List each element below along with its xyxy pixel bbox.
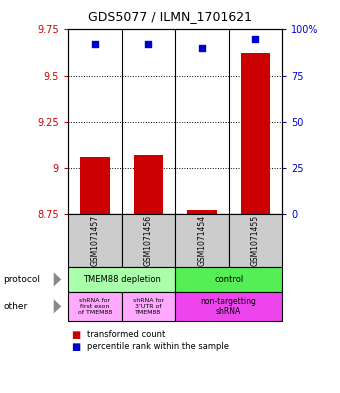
Text: percentile rank within the sample: percentile rank within the sample [87,342,229,351]
Bar [134,155,163,214]
Point [253,35,258,42]
Point [199,45,205,51]
Text: shRNA for
first exon
of TMEM88: shRNA for first exon of TMEM88 [78,298,112,315]
Text: GDS5077 / ILMN_1701621: GDS5077 / ILMN_1701621 [88,10,252,23]
Text: non-targetting
shRNA: non-targetting shRNA [201,297,257,316]
Text: protocol: protocol [3,275,40,284]
Text: GSM1071457: GSM1071457 [90,215,99,266]
Text: transformed count: transformed count [87,331,165,339]
Text: shRNA for
3'UTR of
TMEM88: shRNA for 3'UTR of TMEM88 [133,298,164,315]
Bar [80,157,109,214]
Text: GSM1071454: GSM1071454 [198,215,206,266]
Text: control: control [214,275,243,284]
Text: TMEM88 depletion: TMEM88 depletion [83,275,160,284]
Text: ■: ■ [71,342,81,352]
Point [146,41,151,48]
Text: GSM1071455: GSM1071455 [251,215,260,266]
Text: ■: ■ [71,330,81,340]
Bar [241,53,270,214]
Text: other: other [3,302,28,311]
Bar [187,211,217,214]
Text: GSM1071456: GSM1071456 [144,215,153,266]
Point [92,41,98,48]
